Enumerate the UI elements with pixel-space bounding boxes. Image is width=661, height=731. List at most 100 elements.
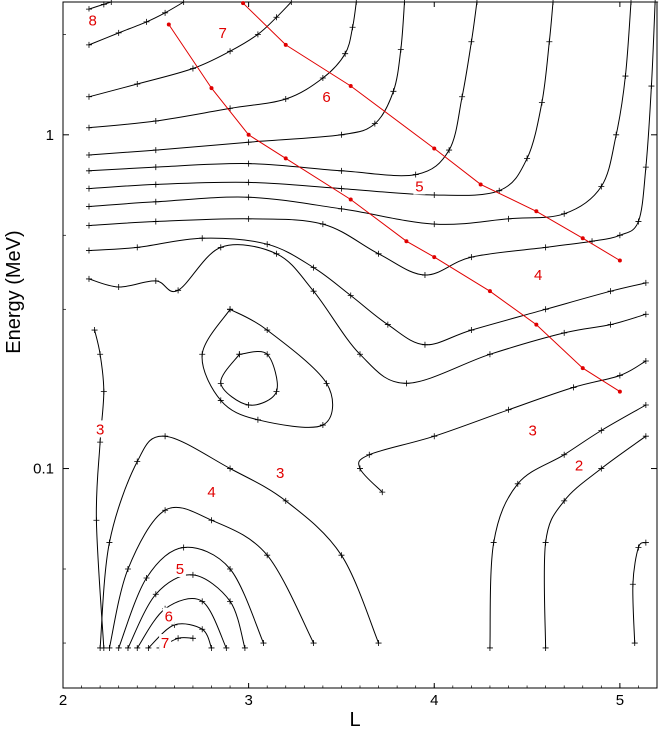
contour-point-marker xyxy=(85,41,92,48)
contour-point-marker xyxy=(245,139,252,146)
contour-line xyxy=(88,1,656,276)
contour-point-marker xyxy=(97,351,104,358)
contour-point-marker xyxy=(227,566,234,573)
overlay-line xyxy=(168,24,621,393)
y-tick-label: 0.1 xyxy=(33,461,54,478)
contour-point-marker xyxy=(245,179,252,186)
contour-line xyxy=(543,435,647,649)
contour-point-marker xyxy=(85,6,92,13)
contour-point-marker xyxy=(115,283,122,290)
contour-point-marker xyxy=(347,292,354,299)
contour-label-backdrop xyxy=(573,456,586,474)
contour-label-backdrop xyxy=(159,634,172,652)
contour-point-marker xyxy=(115,644,122,651)
contour-point-marker xyxy=(106,644,113,651)
contour-point-marker xyxy=(106,539,113,546)
contour-point-marker xyxy=(607,288,614,295)
contour-point-marker xyxy=(598,465,605,472)
contour-point-marker xyxy=(319,74,326,81)
contour-point-marker xyxy=(431,192,438,199)
contour-point-marker xyxy=(357,465,363,472)
contour-point-marker xyxy=(227,48,234,55)
contour-point-marker xyxy=(245,402,252,409)
contour-point-marker xyxy=(375,640,382,647)
contour-point-marker xyxy=(152,117,159,124)
y-axis: 0.11 xyxy=(33,33,657,644)
contour-point-marker xyxy=(93,517,100,524)
contour-point-marker xyxy=(349,24,356,31)
contour-point-marker xyxy=(134,458,141,465)
contour-point-marker xyxy=(642,311,649,318)
contour-point-marker xyxy=(199,235,206,242)
overlay-point xyxy=(617,389,622,394)
overlay-line xyxy=(242,2,621,261)
contour-point-marker xyxy=(310,288,317,295)
contour-point-marker xyxy=(338,205,345,212)
contour-point-marker xyxy=(236,351,243,358)
contour-point-marker xyxy=(175,287,182,294)
contour-point-marker xyxy=(496,187,503,194)
x-tick-label: 4 xyxy=(430,692,438,709)
contour-point-marker xyxy=(162,507,169,514)
contour-point-marker xyxy=(282,497,289,504)
overlay-point xyxy=(166,22,171,27)
contour-point-marker xyxy=(642,358,649,365)
contour-point-marker xyxy=(189,635,196,642)
contour-point-marker xyxy=(635,544,642,551)
contour-point-marker xyxy=(323,380,330,387)
contour-label: 3 xyxy=(96,421,104,438)
contour-point-marker xyxy=(468,38,475,45)
overlay-point xyxy=(478,182,483,187)
contour-point-marker xyxy=(245,215,252,222)
contour-point-marker xyxy=(524,155,531,162)
contour-point-marker xyxy=(85,203,92,210)
contour-point-marker xyxy=(628,0,635,5)
overlay-point xyxy=(348,197,353,202)
contour-label-backdrop xyxy=(205,483,218,501)
contour-point-marker xyxy=(152,591,159,598)
contour-point-marker xyxy=(241,644,248,651)
contour-point-marker xyxy=(371,120,378,127)
contour-point-marker xyxy=(589,238,596,245)
contour-point-marker xyxy=(642,402,649,409)
contour-point-marker xyxy=(310,640,317,647)
overlay-point xyxy=(534,322,539,327)
contour-point-marker xyxy=(145,644,152,651)
contour-label: 7 xyxy=(161,635,169,652)
contour-point-marker xyxy=(227,306,234,313)
contour-point-marker xyxy=(538,99,545,106)
contour-point-marker xyxy=(384,321,391,328)
overlay-point xyxy=(534,209,539,214)
contour-point-marker xyxy=(505,406,512,413)
contour-point-marker xyxy=(217,397,224,404)
contour-point-marker xyxy=(85,93,92,100)
contour-point-marker xyxy=(273,388,280,395)
contour-point-marker xyxy=(468,327,475,334)
contour-label: 7 xyxy=(218,25,226,42)
contour-point-marker xyxy=(310,264,317,271)
contour-point-marker xyxy=(390,88,397,95)
contour-point-marker xyxy=(375,250,382,257)
contour-point-marker xyxy=(652,0,659,5)
contour-point-marker xyxy=(143,574,150,581)
contour-point-marker xyxy=(542,539,549,546)
overlay-point xyxy=(241,1,246,6)
contour-point-marker xyxy=(189,571,196,578)
contour-label: 4 xyxy=(207,484,215,501)
overlay-point xyxy=(487,289,492,294)
contour-line xyxy=(220,351,278,406)
contour-label-backdrop xyxy=(532,266,545,284)
contour-point-marker xyxy=(561,451,568,458)
contour-label-backdrop xyxy=(173,560,186,578)
contour-line xyxy=(88,1,554,196)
contour-point-marker xyxy=(561,210,568,217)
contour-point-marker xyxy=(366,451,373,458)
contour-point-marker xyxy=(245,160,252,167)
overlay-point xyxy=(283,156,288,161)
contour-line xyxy=(94,329,105,649)
contour-point-marker xyxy=(431,221,438,228)
contour-point-marker xyxy=(421,272,428,279)
contour-label: 6 xyxy=(165,609,173,626)
y-axis-title: Energy (MeV) xyxy=(3,230,25,353)
contour-point-marker xyxy=(208,644,215,651)
